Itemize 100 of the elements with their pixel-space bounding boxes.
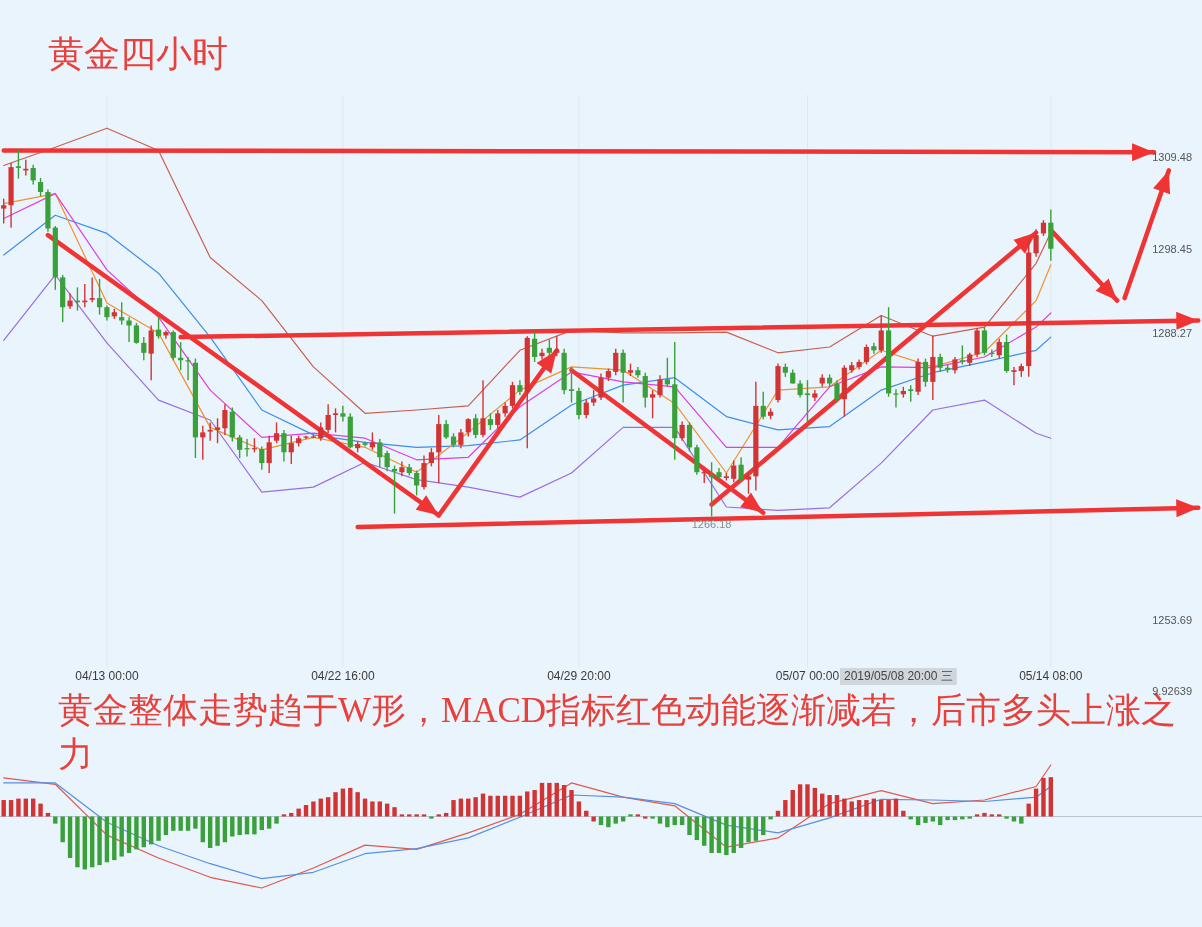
- candlestick: [568, 366, 575, 404]
- bar: [805, 784, 810, 817]
- bar: [576, 801, 582, 817]
- candlestick: [745, 473, 752, 495]
- candlestick: [878, 314, 884, 354]
- candlestick: [96, 278, 103, 316]
- candlestick: [399, 460, 405, 478]
- candlestick: [532, 331, 538, 363]
- candlestick: [657, 374, 663, 399]
- candlestick: [893, 388, 899, 409]
- bar: [82, 816, 87, 870]
- bar: [908, 816, 913, 820]
- bar: [731, 816, 736, 853]
- candlestick: [539, 347, 545, 361]
- bar: [849, 801, 854, 817]
- y-tick-label: 1253.69: [1152, 613, 1192, 626]
- bar: [761, 816, 766, 836]
- bar: [370, 801, 375, 817]
- candlestick: [244, 438, 250, 458]
- candlestick: [480, 379, 486, 439]
- candlestick: [281, 429, 287, 463]
- bar: [1041, 777, 1046, 817]
- candlestick: [760, 391, 766, 420]
- candlestick: [509, 381, 516, 410]
- bar: [628, 814, 633, 817]
- bar: [429, 816, 434, 819]
- candlestick: [642, 372, 648, 409]
- bar: [171, 816, 176, 831]
- bar: [222, 816, 228, 843]
- bar: [842, 798, 847, 817]
- candlestick: [325, 403, 331, 434]
- bar: [414, 814, 419, 817]
- candlestick: [937, 352, 943, 373]
- candlestick: [686, 421, 693, 453]
- bar: [230, 816, 235, 837]
- candlestick: [200, 425, 206, 461]
- candlestick: [1, 197, 7, 225]
- bar: [864, 800, 869, 817]
- chart-title: 黄金四小时: [48, 34, 228, 74]
- bar: [650, 816, 655, 819]
- bar: [266, 816, 272, 829]
- bar: [702, 816, 707, 846]
- x-tick-label: 04/13 00:00: [75, 669, 139, 683]
- bar: [886, 800, 891, 817]
- candlestick: [185, 356, 191, 381]
- bar: [392, 807, 397, 817]
- bar: [1004, 816, 1009, 819]
- bar: [738, 816, 744, 848]
- candlestick: [273, 421, 280, 444]
- candlestick: [89, 276, 95, 303]
- bar: [753, 816, 759, 841]
- bar: [724, 816, 729, 856]
- candlestick: [163, 329, 169, 340]
- bar: [104, 816, 110, 863]
- candlestick: [554, 335, 560, 357]
- candlestick: [340, 405, 346, 423]
- candlestick: [332, 407, 339, 434]
- bar: [1019, 816, 1024, 824]
- candlestick: [473, 413, 479, 439]
- annotation: 1266.18: [691, 518, 732, 531]
- bar: [672, 816, 677, 826]
- bar: [259, 816, 264, 831]
- bar: [355, 792, 360, 817]
- x-tick-label: 05/07 00:00: [775, 669, 840, 683]
- bar: [525, 791, 530, 817]
- bar: [237, 816, 242, 836]
- candlestick: [458, 428, 464, 449]
- bar: [915, 816, 921, 826]
- bar: [665, 816, 670, 828]
- candlestick: [465, 417, 471, 438]
- bar: [207, 816, 213, 848]
- crosshair-label: 2019/05/08 20:00 三: [840, 668, 957, 685]
- candlestick: [30, 163, 36, 186]
- candlestick: [207, 421, 213, 442]
- bar: [797, 784, 803, 817]
- bar: [473, 797, 478, 817]
- candlestick: [959, 344, 965, 366]
- candlestick: [863, 343, 870, 366]
- candlestick: [266, 435, 272, 474]
- bar: [930, 816, 936, 822]
- bar: [193, 816, 198, 829]
- bar: [119, 816, 124, 857]
- bar: [901, 810, 906, 817]
- bar: [377, 801, 382, 817]
- bar: [945, 816, 950, 821]
- bar: [451, 800, 456, 817]
- bar: [53, 816, 58, 824]
- bar: [141, 816, 146, 848]
- bar: [620, 816, 626, 822]
- candlestick: [133, 322, 140, 345]
- bar: [768, 816, 773, 820]
- bar: [1, 800, 6, 817]
- candlestick: [922, 357, 929, 388]
- candlestick: [1011, 366, 1017, 386]
- bar: [598, 816, 604, 826]
- candlestick: [1033, 228, 1039, 258]
- candlestick: [141, 336, 147, 361]
- x-tick-label: 04/29 20:00: [547, 669, 611, 683]
- candlestick: [414, 469, 420, 497]
- y-tick-label: 1288.27: [1152, 327, 1192, 340]
